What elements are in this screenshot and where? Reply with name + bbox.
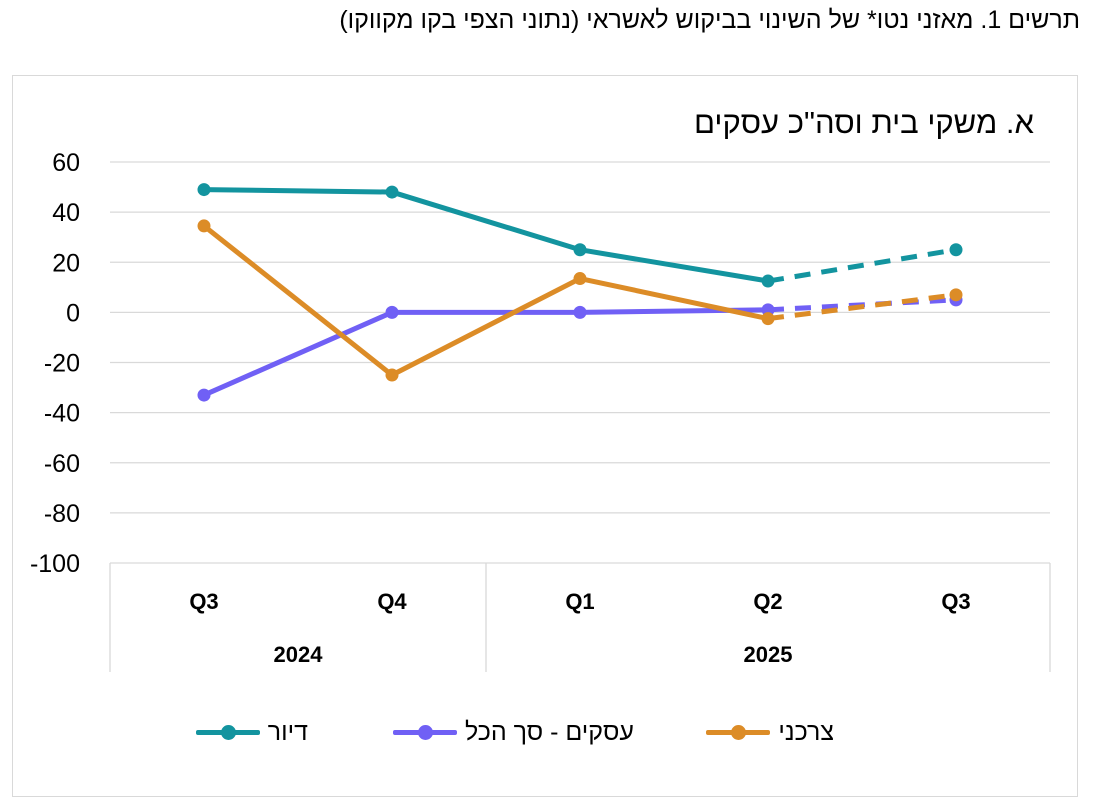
series-line-actual <box>201 187 771 284</box>
data-point <box>197 219 211 233</box>
y-tick-label: -80 <box>44 500 80 528</box>
y-tick-label: -100 <box>30 550 80 578</box>
data-point <box>573 305 587 319</box>
data-point <box>385 185 399 199</box>
x-tick-label: Q3 <box>941 589 970 614</box>
data-point <box>761 312 775 326</box>
series-line-actual <box>201 223 771 378</box>
legend-label-housing: דיור <box>267 717 308 746</box>
series-line-forecast <box>767 247 957 284</box>
legend-swatch-consumer <box>706 722 771 742</box>
year-group-label: 2025 <box>744 642 793 667</box>
y-tick-label: 0 <box>66 299 80 327</box>
data-point <box>385 305 399 319</box>
legend-label-consumer: צרכני <box>778 717 834 746</box>
series-line-forecast <box>767 292 957 322</box>
y-tick-label: -20 <box>44 350 80 378</box>
y-tick-label: 20 <box>52 249 80 277</box>
axis-layer: 60 40 20 0 -20 -40 -60 -80 -100 Q3 Q4 Q1 Q2 Q3 2024 202… <box>30 149 1051 672</box>
data-point <box>573 272 587 286</box>
y-tick-label: 40 <box>52 199 80 227</box>
y-tick-label: 60 <box>52 149 80 177</box>
legend-item-businesses-total: עסקים - סך הכל <box>392 712 634 752</box>
legend-item-housing: דיור <box>195 712 308 752</box>
legend: דיור עסקים - סך הכל צרכני <box>0 712 1096 752</box>
data-point <box>949 288 963 302</box>
y-tick-label: -60 <box>44 450 80 478</box>
y-tick-label: -40 <box>44 400 80 428</box>
figure-title: תרשים 1. מאזני נטו* של השינוי בביקוש לאש… <box>339 6 1080 34</box>
legend-swatch-housing <box>195 722 260 742</box>
legend-label-businesses-total: עסקים - סך הכל <box>464 717 634 746</box>
x-tick-label: Q2 <box>753 589 782 614</box>
data-point <box>573 243 587 257</box>
data-point <box>761 274 775 288</box>
series-line-actual <box>201 307 771 398</box>
panel-title: א. משקי בית וסה"כ עסקים <box>693 105 1034 140</box>
data-point <box>197 388 211 402</box>
x-tick-label: Q3 <box>189 589 218 614</box>
year-group-label: 2024 <box>274 642 324 667</box>
series-layer <box>197 183 963 402</box>
data-point <box>197 183 211 197</box>
x-tick-label: Q1 <box>565 589 594 614</box>
grid-layer <box>110 161 1050 564</box>
data-point <box>385 368 399 382</box>
legend-swatch-businesses-total <box>392 722 457 742</box>
legend-item-consumer: צרכני <box>706 712 834 752</box>
data-point <box>949 243 963 257</box>
chart-frame <box>12 75 1078 797</box>
x-tick-label: Q4 <box>377 589 407 614</box>
